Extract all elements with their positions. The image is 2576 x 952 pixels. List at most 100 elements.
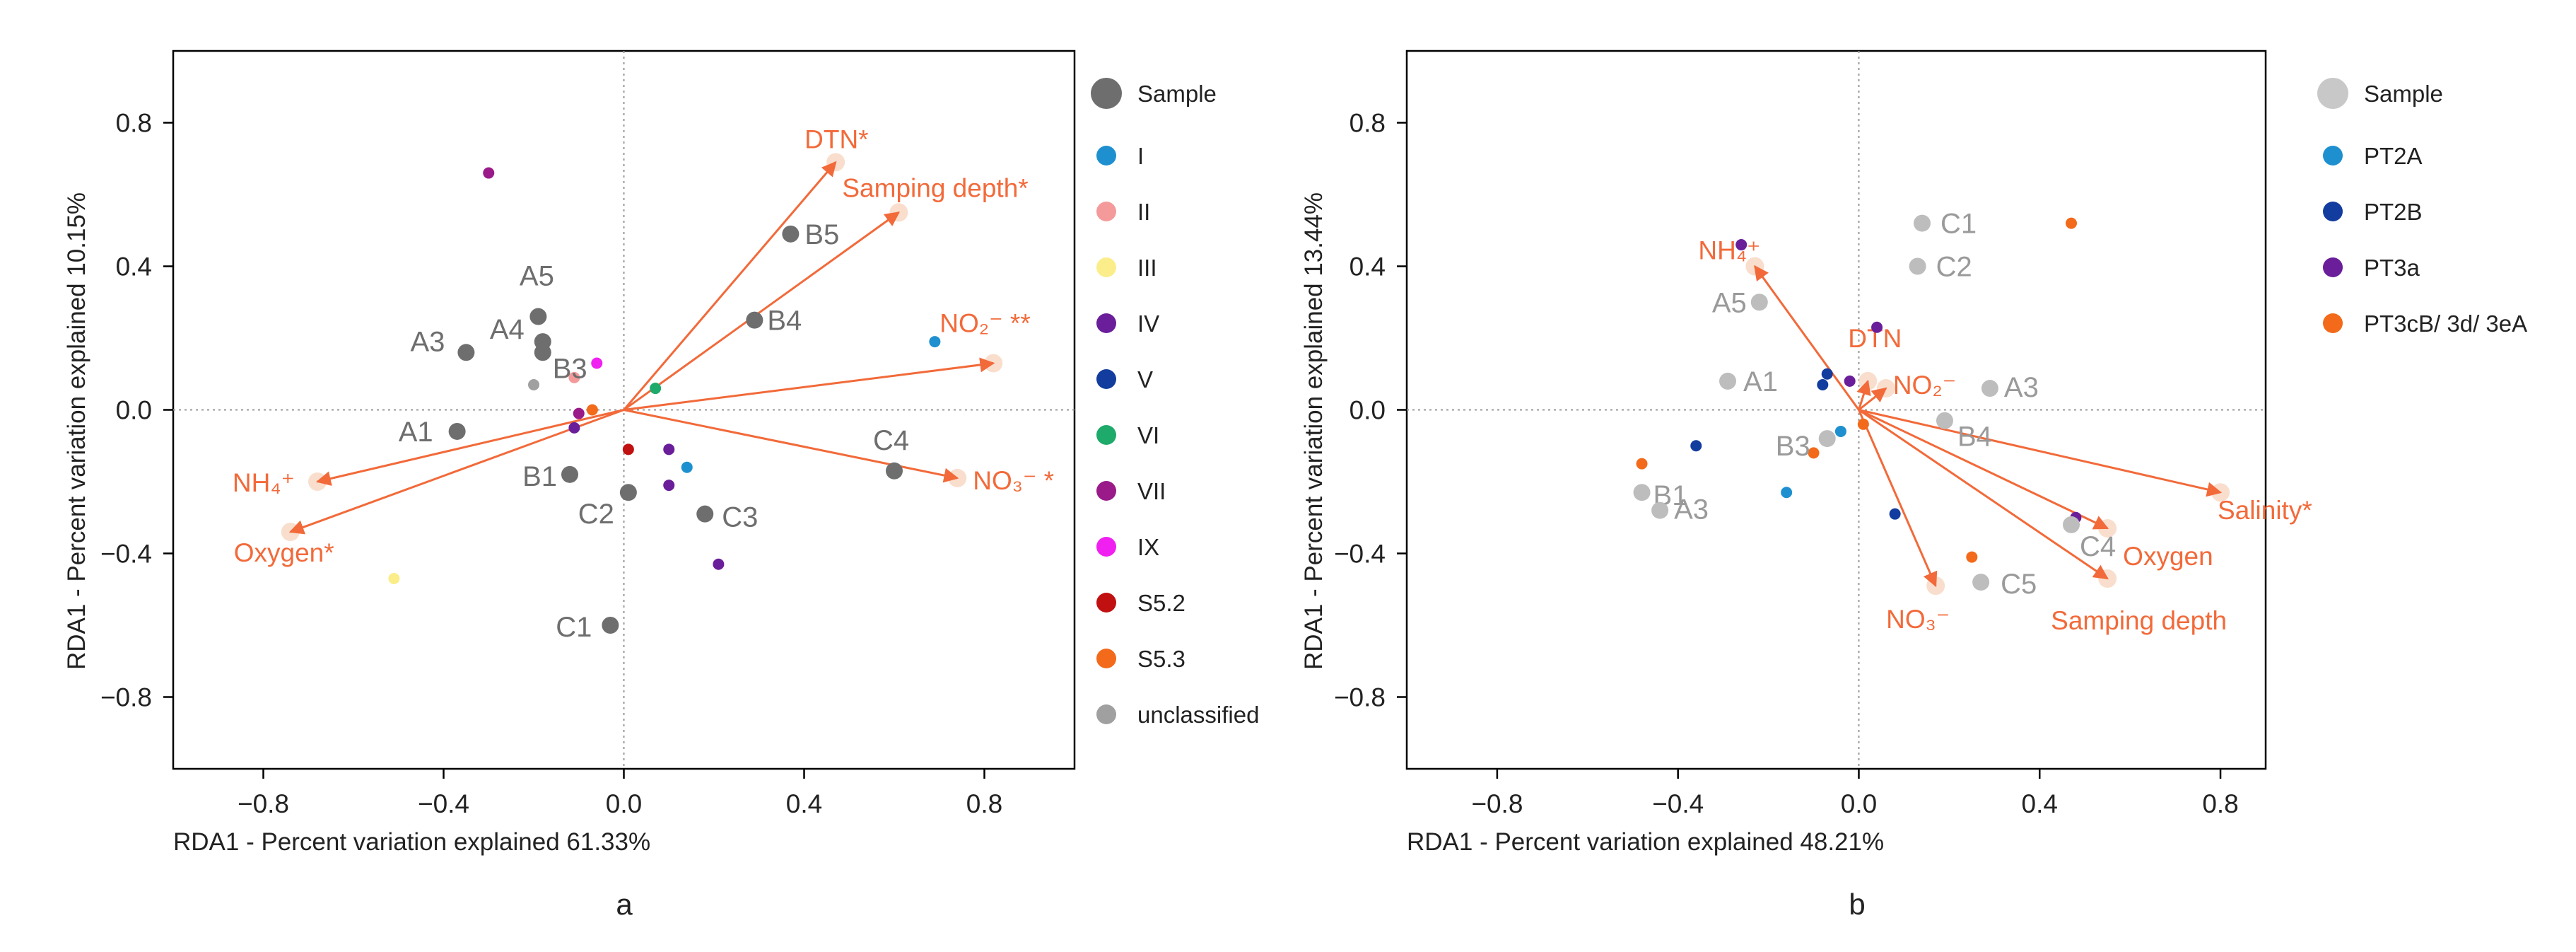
sample-point <box>529 308 547 325</box>
sample-label: C1 <box>1940 209 1977 240</box>
category-point <box>568 371 580 383</box>
env-arrow <box>623 357 995 411</box>
y-axis-label: RDA1 - Percent variation explained 13.44… <box>1300 192 1328 670</box>
x-tick-label: 0.4 <box>2022 789 2058 818</box>
legend-marker <box>1096 537 1116 557</box>
env-arrow <box>623 161 837 411</box>
env-arrow-label: NO₂⁻ ** <box>939 309 1030 338</box>
env-arrow-label: Oxygen <box>2123 542 2213 571</box>
env-arrow-label: Samping depth <box>2051 606 2227 635</box>
sample-point <box>457 344 475 361</box>
category-point <box>1871 321 1883 333</box>
sample-label: B4 <box>767 306 802 337</box>
x-tick-label: −0.4 <box>1652 789 1704 818</box>
legend-label: III <box>1137 255 1157 281</box>
legend-marker <box>1096 257 1116 277</box>
x-tick-label: −0.4 <box>418 789 469 818</box>
category-point <box>681 461 693 473</box>
legend-marker <box>1096 369 1116 389</box>
sample-point <box>1936 412 1953 429</box>
sample-label: A5 <box>1712 287 1747 318</box>
legend-marker <box>1096 481 1116 501</box>
env-arrow <box>623 211 901 411</box>
legend-label: IV <box>1137 310 1159 337</box>
category-point <box>713 558 725 570</box>
category-point <box>388 573 400 585</box>
sample-label: C3 <box>722 502 758 533</box>
category-point <box>1857 418 1869 430</box>
legend: SampleIIIIIIIVVVIVIIIXS5.2S5.3unclassifi… <box>1091 78 1259 728</box>
category-point <box>1834 425 1846 437</box>
y-tick-label: 0.4 <box>116 252 152 281</box>
env-arrow <box>1858 409 2109 530</box>
env-arrow-label: NO₃⁻ * <box>973 466 1054 495</box>
sample-point <box>448 422 466 440</box>
sample-label: B5 <box>804 219 839 250</box>
env-arrow <box>1858 409 2109 580</box>
legend-label: IX <box>1137 534 1159 560</box>
category-point <box>591 357 603 369</box>
legend-marker <box>2323 313 2343 333</box>
legend-label: VII <box>1137 478 1166 504</box>
sample-label: B1 <box>522 461 557 492</box>
category-point <box>483 167 495 179</box>
x-tick-label: 0.8 <box>2202 789 2238 818</box>
legend-marker <box>1096 313 1116 333</box>
category-point <box>2066 217 2078 229</box>
sample-point <box>1914 214 1931 232</box>
category-point <box>568 422 580 434</box>
sample-point <box>746 311 763 329</box>
category-point <box>586 404 598 416</box>
sample-label: A1 <box>399 417 433 448</box>
env-arrow-label: Salinity* <box>2218 496 2312 525</box>
sample-point <box>1981 380 1998 397</box>
x-tick-label: 0.0 <box>606 789 642 818</box>
env-arrow <box>1754 265 1860 411</box>
category-point <box>1844 375 1856 387</box>
x-axis-label: RDA1 - Percent variation explained 48.21… <box>1407 828 1884 856</box>
x-tick-label: 0.8 <box>966 789 1002 818</box>
category-point <box>1636 458 1648 470</box>
category-point <box>1821 368 1833 380</box>
panel-label: b <box>1849 888 1865 921</box>
category-point <box>622 443 634 455</box>
sample-label: C5 <box>2001 569 2037 600</box>
y-tick-label: 0.8 <box>1350 109 1386 138</box>
env-arrow <box>623 409 959 483</box>
legend-label: S5.3 <box>1137 646 1185 672</box>
x-tick-label: 0.4 <box>786 789 822 818</box>
sample-point <box>534 344 551 361</box>
legend-label: S5.2 <box>1137 590 1185 616</box>
x-tick-label: −0.8 <box>1471 789 1523 818</box>
sample-label: C2 <box>1936 252 1972 283</box>
category-point <box>650 383 662 395</box>
y-tick-label: −0.8 <box>100 683 152 712</box>
sample-point <box>696 505 714 523</box>
sample-point <box>1909 257 1926 275</box>
panel-a: −0.8 −0.4 0.0 0.4 0.8 0.8 0.4 0.0 −0.4 −0.8 RDA1 -… <box>63 50 1259 921</box>
category-point <box>1808 447 1820 459</box>
sample-point <box>619 484 637 501</box>
sample-label: A1 <box>1743 366 1778 397</box>
legend-label: Sample <box>1137 81 1217 107</box>
env-arrow <box>315 409 624 486</box>
legend-label: II <box>1137 199 1150 225</box>
env-arrow-label: NH₄⁺ <box>1698 236 1760 265</box>
sample-point <box>1818 430 1836 448</box>
sample-point <box>2063 516 2080 533</box>
category-point <box>1817 378 1829 390</box>
env-arrow <box>1858 409 1938 588</box>
legend-marker <box>1096 593 1116 613</box>
category-point <box>1966 551 1978 563</box>
env-arrow-label: Samping depth* <box>842 173 1028 202</box>
env-arrow-label: NH₄⁺ <box>233 468 295 497</box>
y-tick-label: 0.4 <box>1350 252 1386 281</box>
legend-label: PT2A <box>2364 143 2423 169</box>
legend-marker <box>1096 649 1116 668</box>
y-tick-label: −0.8 <box>1334 683 1386 712</box>
category-point <box>528 378 539 390</box>
sample-label: A3 <box>410 326 445 357</box>
sample-point <box>1750 294 1768 311</box>
legend-marker <box>1096 425 1116 445</box>
